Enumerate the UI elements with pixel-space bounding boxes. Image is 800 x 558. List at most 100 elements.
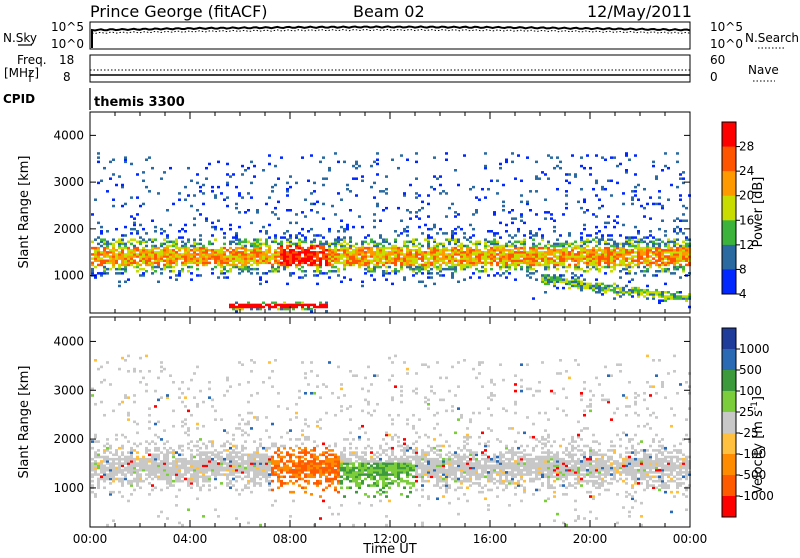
- data-cell: [676, 152, 679, 155]
- data-cell: [463, 154, 466, 157]
- data-cell: [118, 285, 121, 288]
- data-cell: [415, 161, 418, 164]
- data-cell: [259, 482, 262, 485]
- data-cell: [367, 255, 370, 258]
- data-cell: [247, 401, 250, 404]
- data-cell: [532, 243, 535, 246]
- data-cell: [508, 211, 511, 214]
- data-cell: [217, 220, 220, 223]
- data-cell: [535, 190, 538, 193]
- data-cell: [361, 175, 364, 178]
- data-cell: [310, 370, 313, 373]
- data-cell: [241, 363, 244, 366]
- data-cell: [340, 480, 343, 483]
- data-cell: [94, 266, 97, 269]
- data-cell: [502, 245, 505, 248]
- data-cell: [556, 276, 559, 279]
- data-cell: [472, 272, 475, 275]
- data-cell: [103, 266, 106, 269]
- data-cell: [463, 251, 466, 254]
- data-cell: [259, 304, 262, 307]
- data-cell: [157, 475, 160, 478]
- data-cell: [613, 220, 616, 223]
- data-cell: [178, 192, 181, 195]
- data-cell: [496, 192, 499, 195]
- data-cell: [169, 224, 172, 227]
- data-cell: [97, 243, 100, 246]
- data-cell: [427, 257, 430, 260]
- data-cell: [406, 245, 409, 248]
- data-cell: [97, 473, 100, 476]
- data-cell: [475, 196, 478, 199]
- data-cell: [373, 251, 376, 254]
- data-cell: [343, 245, 346, 248]
- data-cell: [445, 232, 448, 235]
- data-cell: [637, 198, 640, 201]
- data-cell: [370, 165, 373, 168]
- data-cell: [304, 304, 307, 307]
- data-cell: [193, 456, 196, 459]
- data-cell: [142, 480, 145, 483]
- data-cell: [268, 255, 271, 258]
- data-cell: [97, 222, 100, 225]
- data-cell: [631, 243, 634, 246]
- data-cell: [103, 445, 106, 448]
- data-cell: [295, 445, 298, 448]
- data-cell: [232, 249, 235, 252]
- data-cell: [580, 165, 583, 168]
- data-cell: [196, 366, 199, 369]
- data-cell: [379, 190, 382, 193]
- data-cell: [673, 220, 676, 223]
- data-cell: [586, 245, 589, 248]
- data-cell: [337, 249, 340, 252]
- data-cell: [403, 276, 406, 279]
- data-cell: [241, 434, 244, 437]
- data-cell: [136, 270, 139, 273]
- data-cell: [100, 456, 103, 459]
- data-cell: [223, 198, 226, 201]
- data-cell: [115, 184, 118, 187]
- data-cell: [190, 272, 193, 275]
- data-cell: [322, 460, 325, 463]
- data-cell: [100, 272, 103, 275]
- data-cell: [172, 266, 175, 269]
- data-cell: [148, 427, 151, 430]
- data-cell: [382, 245, 385, 248]
- data-cell: [295, 243, 298, 246]
- data-cell: [574, 245, 577, 248]
- data-cell: [331, 513, 334, 516]
- data-cell: [349, 447, 352, 450]
- data-cell: [553, 167, 556, 170]
- data-cell: [541, 274, 544, 277]
- data-cell: [394, 268, 397, 271]
- data-cell: [349, 245, 352, 248]
- data-cell: [625, 152, 628, 155]
- data-cell: [316, 385, 319, 388]
- data-cell: [604, 188, 607, 191]
- data-cell: [226, 205, 229, 208]
- data-cell: [619, 234, 622, 237]
- data-cell: [403, 458, 406, 461]
- data-cell: [589, 249, 592, 252]
- data-cell: [271, 211, 274, 214]
- data-cell: [196, 497, 199, 500]
- data-cell: [250, 491, 253, 494]
- data-cell: [145, 473, 148, 476]
- data-cell: [319, 480, 322, 483]
- data-cell: [541, 234, 544, 237]
- data-cell: [193, 238, 196, 241]
- data-cell: [202, 451, 205, 454]
- data-cell: [562, 287, 565, 290]
- data-cell: [472, 234, 475, 237]
- data-cell: [223, 247, 226, 250]
- data-cell: [289, 429, 292, 432]
- data-cell: [373, 278, 376, 281]
- data-cell: [505, 243, 508, 246]
- data-cell: [280, 304, 283, 307]
- data-cell: [418, 217, 421, 220]
- data-cell: [472, 243, 475, 246]
- data-cell: [658, 228, 661, 231]
- data-cell: [607, 247, 610, 250]
- data-cell: [211, 186, 214, 189]
- data-cell: [478, 249, 481, 252]
